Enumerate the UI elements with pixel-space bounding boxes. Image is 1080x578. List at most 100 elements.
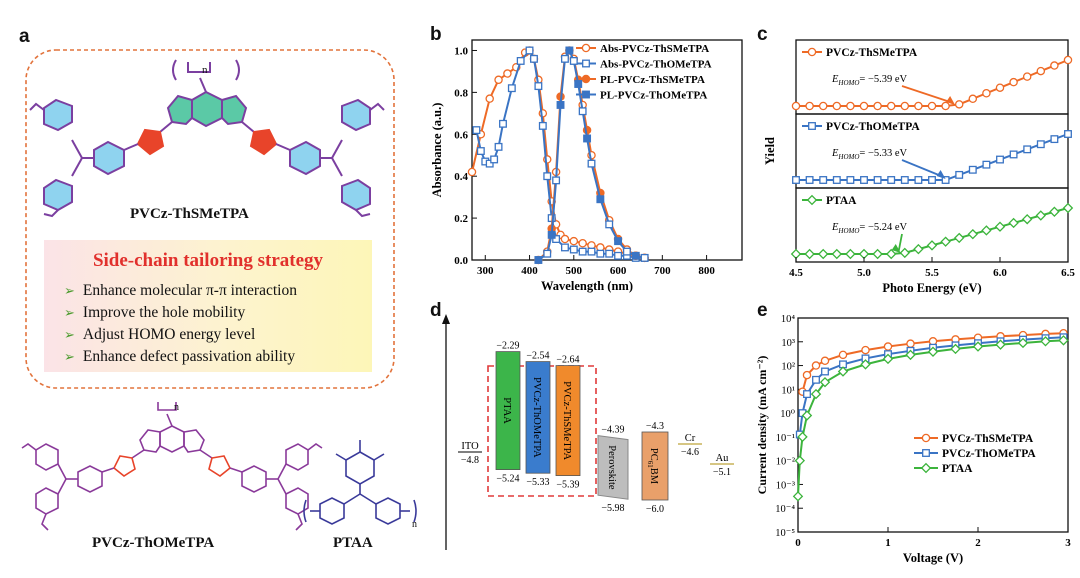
strategy-item-text: Adjust HOMO energy level [82,326,256,343]
data-point [631,251,640,260]
data-point [994,221,1006,232]
label-pvcz-thometpa: PVCz-ThOMeTPA [92,535,215,551]
legend-label: Abs-PVCz-ThSMeTPA [600,43,709,55]
data-point [873,101,882,111]
data-point [899,247,911,259]
level-bar [641,431,669,501]
data-point [1022,72,1032,81]
data-point [832,176,841,184]
data-point [525,46,534,55]
panel-letter-c: c [757,24,768,45]
electrode-name: Au [716,453,730,464]
level-top-value: −4.39 [601,425,624,436]
data-point [1023,145,1032,154]
data-point [846,176,855,184]
data-point [622,247,631,256]
arrow-head [936,170,946,179]
level-bar [495,351,521,470]
label-pvcz-thsmetpa: PVCz-ThSMeTPA [130,206,249,222]
chart-d-energy-levels: ITO −4.8 −2.29 −5.24 PTAA −2.54 −5.33 PVCz-ThOM… [442,314,734,550]
y-tick-label: 0.8 [454,87,468,99]
y-tick-label: 10⁻¹ [776,433,795,444]
y-tick-label: 0.0 [454,255,468,267]
y-tick-label: 10⁰ [780,409,795,420]
data-point [883,342,893,351]
data-point [516,57,525,65]
data-point [819,176,828,184]
data-point [574,80,583,88]
x-tick-label: 1 [885,537,891,549]
strategy-title: Side-chain tailoring strategy [92,250,324,271]
data-point [927,101,937,111]
data-point [982,160,991,169]
level-name: PTAA [501,397,512,424]
data-point [967,228,979,240]
level-top-value: −2.29 [496,341,519,352]
legend-marker [922,449,930,457]
level-bar [597,435,629,500]
chart-e-current-density: 10⁻⁵ 10⁻⁴ 10⁻³ 10⁻² 10⁻¹ 10⁰ 10¹ 10² 10³ 10⁴ 0 1 2 3 V… [756,314,1071,565]
data-point [981,225,992,236]
data-point [968,165,977,174]
data-point [872,248,883,260]
legend-label: PL-PVCz-ThOMeTPA [600,90,707,102]
data-point [882,353,894,365]
data-point [552,176,561,185]
homo-annotation: EHOMO= −5.33 eV [831,148,908,161]
legend-marker [582,59,590,68]
legend-marker [807,47,817,57]
panel-letter-a: a [19,26,30,47]
data-point [614,237,623,246]
y-tick-label: 10³ [781,338,795,349]
electrode-name: Cr [685,433,696,444]
series-line [798,336,1064,435]
data-point [507,84,516,93]
data-point [556,101,565,109]
data-point [821,367,829,376]
panel-letter-d: d [430,300,442,321]
data-point [605,249,614,258]
legend-label: PTAA [826,195,857,207]
data-point [791,101,801,111]
data-point [596,195,605,204]
data-point [804,248,815,260]
x-tick-label: 6.5 [1061,267,1075,279]
level-bar [525,361,551,474]
data-point [587,247,596,256]
data-point [467,167,477,177]
homo-annotation: EHOMO= −5.39 eV [831,74,908,87]
x-tick-label: 0 [795,537,801,549]
legend-label: PTAA [942,463,973,475]
data-point [552,235,561,243]
level-bottom-value: −5.39 [556,480,579,491]
arrow-bullet-icon: ➢ [64,327,75,342]
data-point [605,220,614,229]
data-point [900,176,909,184]
annotation-arrow [897,233,903,252]
data-point [860,359,871,370]
electrode-value: −5.1 [713,467,731,478]
legend-marker [806,194,818,206]
data-point [972,341,984,352]
data-point [845,248,856,260]
data-point [801,410,813,421]
data-point [476,147,485,155]
data-point [534,256,543,264]
data-point [1062,202,1074,214]
panel-letter-b: b [430,24,442,45]
data-point [950,343,961,355]
data-point [561,54,569,63]
data-point [803,390,811,399]
y-tick-label: 10⁻⁴ [775,504,795,515]
data-point [861,345,870,355]
x-tick-label: 4.5 [789,267,803,279]
legend-marker [808,122,816,130]
y-axis-label: Current density (mA cm⁻²) [756,356,769,495]
legend-label: PL-PVCz-ThSMeTPA [600,74,705,86]
level-top-value: −2.64 [556,355,579,366]
data-point [846,101,855,111]
data-point [1058,335,1069,346]
plot-frame [471,39,743,261]
y-axis-label: Yield [763,137,777,165]
plot-frame [797,317,1069,533]
